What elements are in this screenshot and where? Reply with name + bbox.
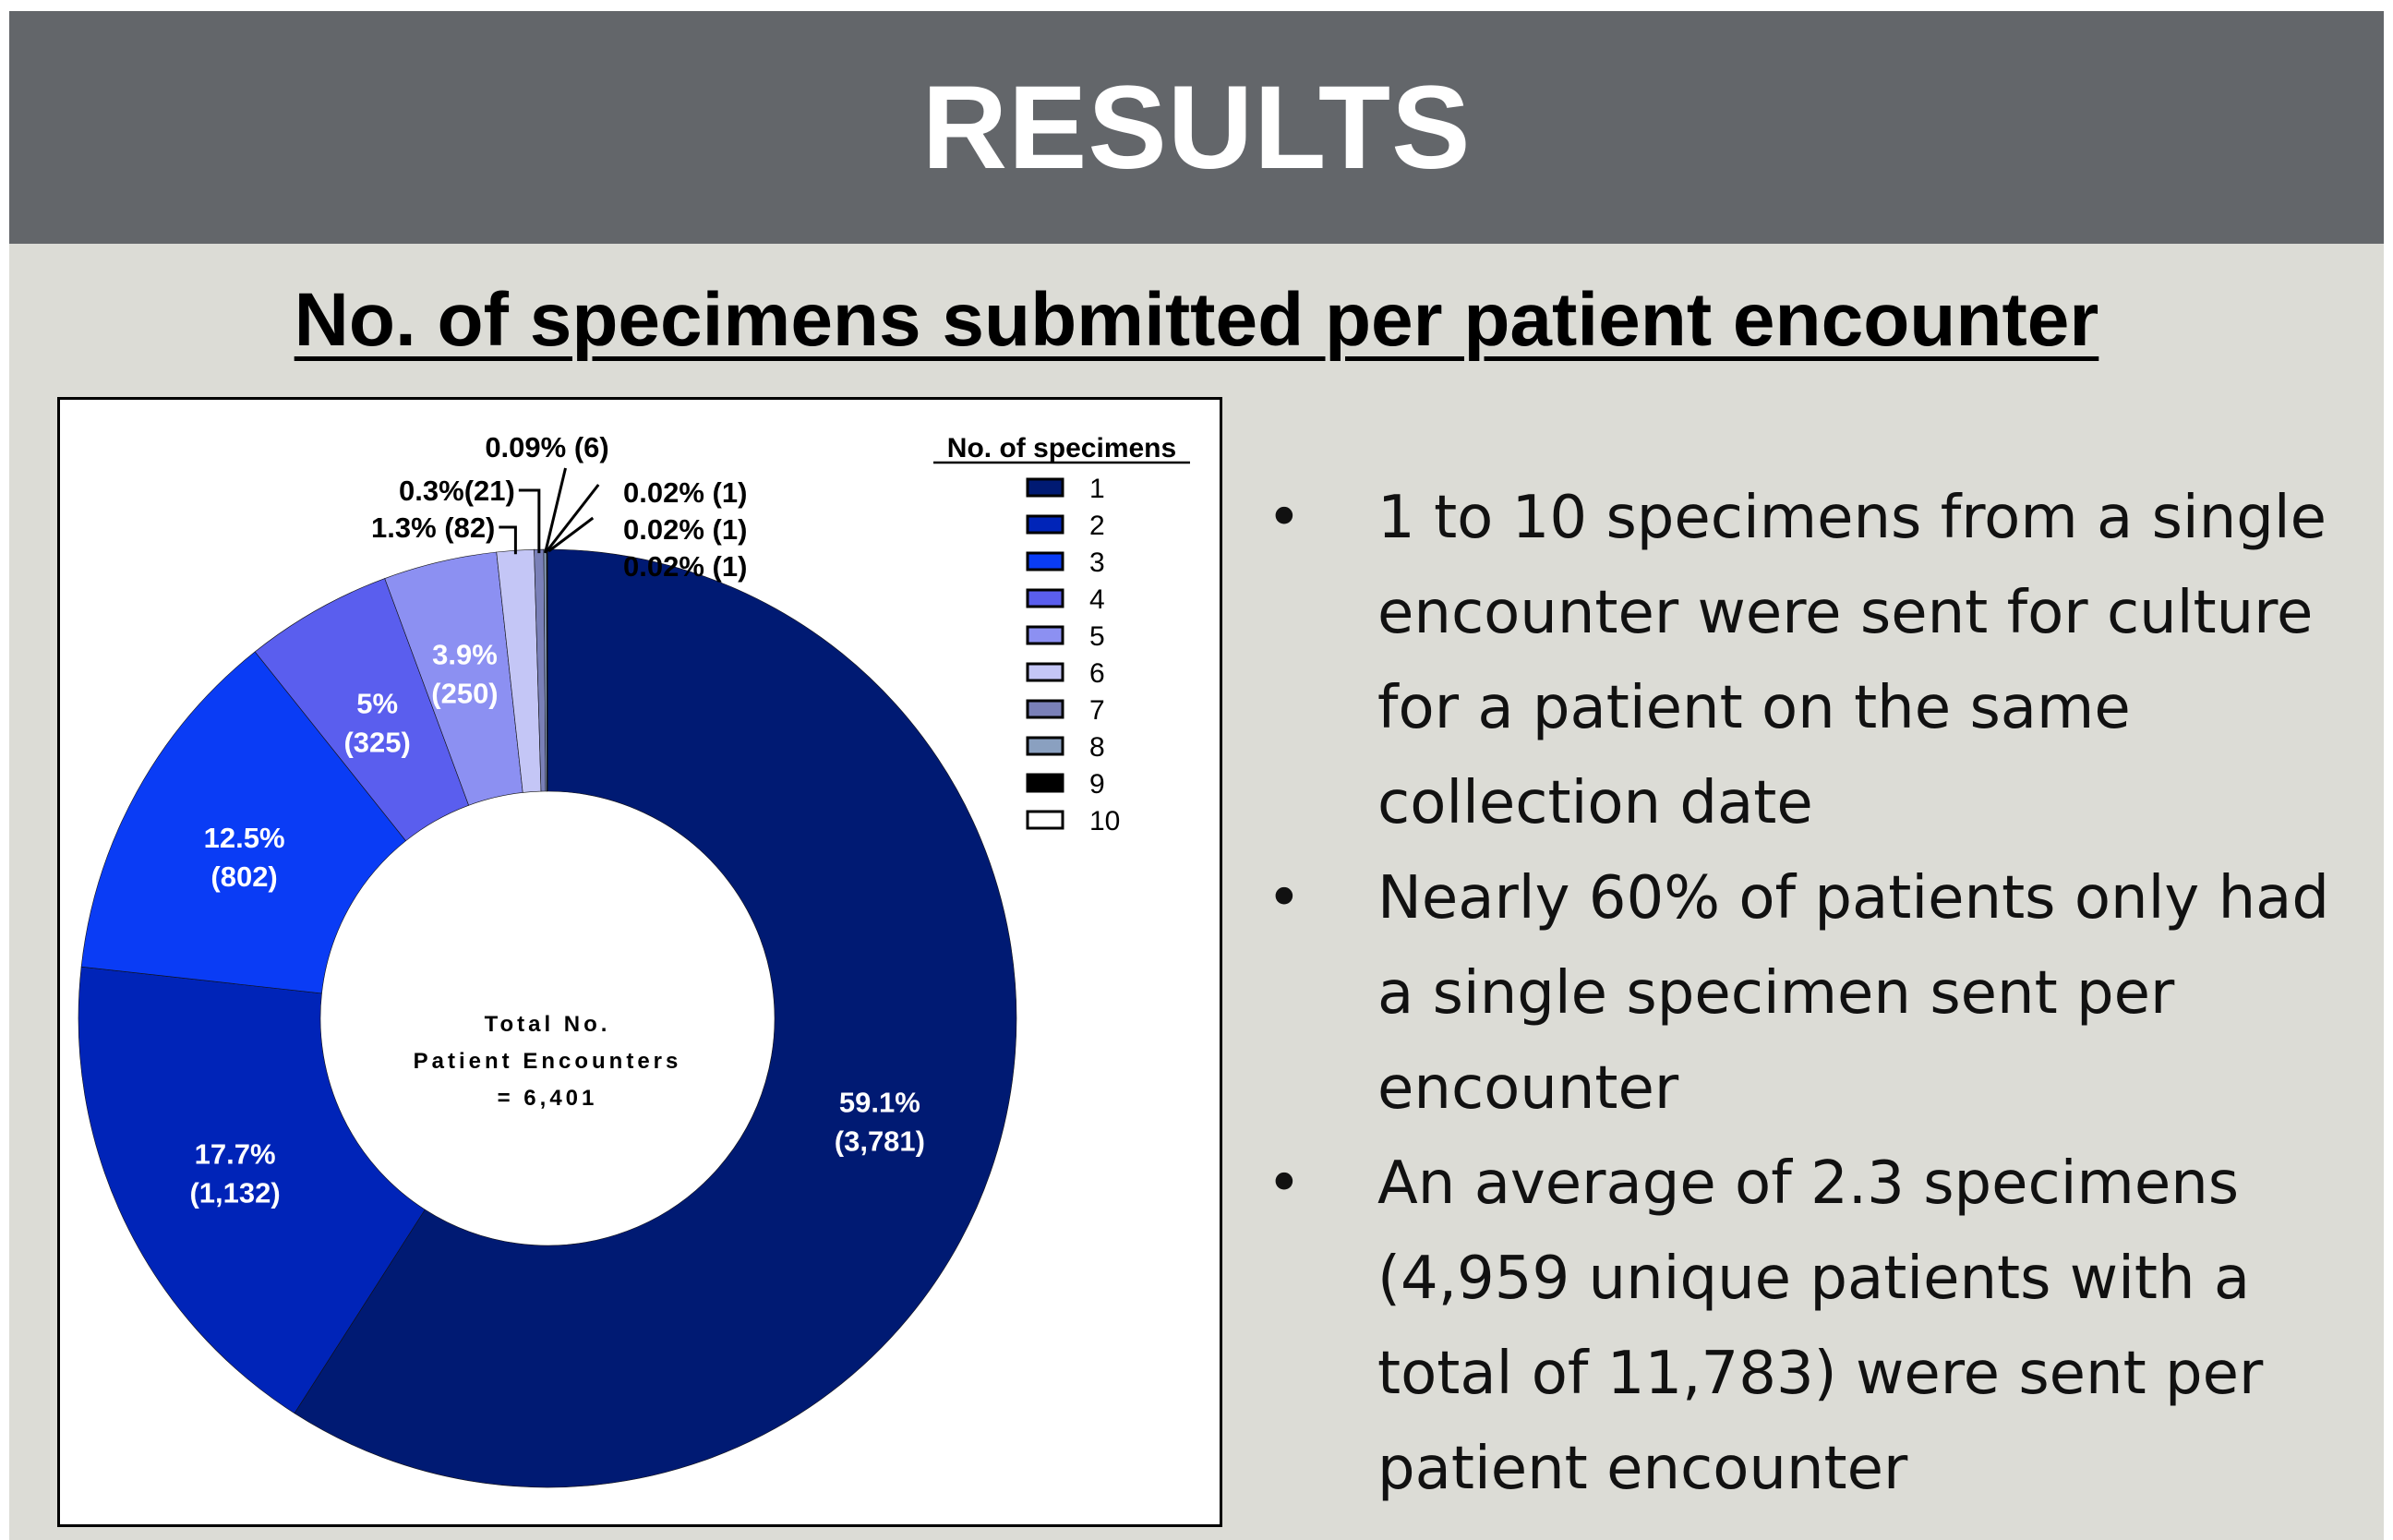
pie-slice-3 [80,651,407,994]
legend-title: No. of specimens [947,433,1176,463]
callout-label-10: 0.02% (1) [623,513,747,546]
callout-line [546,484,600,552]
callout-label-9: 0.02% (1) [623,476,747,509]
pie-slice-2 [78,966,426,1414]
callout-label-6: 1.3% (82) [371,511,495,544]
callout-line [518,488,541,554]
callout-label-extra: 0.02% (1) [623,550,747,583]
legend-swatch-5 [1026,625,1064,645]
legend-swatch-7 [1026,699,1064,719]
finding-text: Nearly 60% of patients only had a single… [1377,864,2329,1123]
legend-entry-9: 9 [1089,769,1105,800]
finding-item: • An average of 2.3 specimens (4,959 uniq… [1246,1137,2373,1517]
finding-text: 1 to 10 specimens from a single encounte… [1377,484,2327,837]
legend-entry-4: 4 [1089,584,1105,615]
legend-entry-5: 5 [1089,621,1105,652]
callout-label-7: 0.3%(21) [399,475,515,507]
legend-swatch-4 [1026,588,1064,608]
bullet-marker: • [1267,864,1302,932]
center-label: Patient Encounters [414,1049,682,1074]
chart-heading: No. of specimens submitted per patient e… [294,278,2099,362]
pie-slice-1 [294,548,1017,1488]
finding-item: • 1 to 10 specimens from a single encount… [1246,471,2373,851]
slice-percent-label: 59.1% [839,1086,920,1118]
slice-count-label: (250) [431,677,498,709]
chart-frame: 59.1% (3,781) 17.7% (1,132) 12.5% (802) 5% (325… [57,397,1222,1527]
slice-count-label: (3,781) [835,1125,925,1157]
legend-entry-7: 7 [1089,695,1105,726]
slice-percent-label: 3.9% [432,638,498,670]
page-title: RESULTS [921,61,1472,194]
legend-entry-10: 10 [1089,806,1120,836]
callout-label-8: 0.09% (6) [485,431,608,463]
legend-swatch-1 [1026,477,1064,498]
legend-swatch-6 [1026,662,1064,682]
center-label: Total No. [485,1012,611,1037]
legend-swatch-3 [1026,551,1064,571]
slice-count-label: (325) [343,726,410,758]
callout-line [547,516,595,553]
legend-entry-3: 3 [1089,547,1105,578]
slice-percent-label: 17.7% [195,1138,276,1171]
legend-swatch-9 [1026,773,1064,793]
header-bar: RESULTS [9,11,2384,244]
bullet-marker: • [1267,1149,1302,1218]
donut-chart: 59.1% (3,781) 17.7% (1,132) 12.5% (802) 5% (325… [78,431,1190,1488]
legend-swatch-8 [1026,736,1064,756]
legend-entry-8: 8 [1089,732,1105,763]
callout-line [544,467,567,554]
callout-line [499,525,517,555]
legend-entry-2: 2 [1089,511,1105,541]
slice-count-label: (802) [210,860,277,893]
findings-list: • 1 to 10 specimens from a single encount… [1246,471,2373,1517]
legend-entry-1: 1 [1089,474,1105,504]
legend-swatch-10 [1026,810,1064,830]
finding-item: • Nearly 60% of patients only had a singl… [1246,851,2373,1137]
slice-percent-label: 5% [356,687,398,719]
center-label: = 6,401 [498,1086,598,1111]
legend-entry-6: 6 [1089,658,1105,689]
slice-count-label: (1,132) [189,1177,280,1209]
finding-text: An average of 2.3 specimens (4,959 uniqu… [1377,1149,2264,1503]
legend-swatch-2 [1026,514,1064,535]
slice-percent-label: 12.5% [204,822,285,854]
bullet-marker: • [1267,484,1302,552]
